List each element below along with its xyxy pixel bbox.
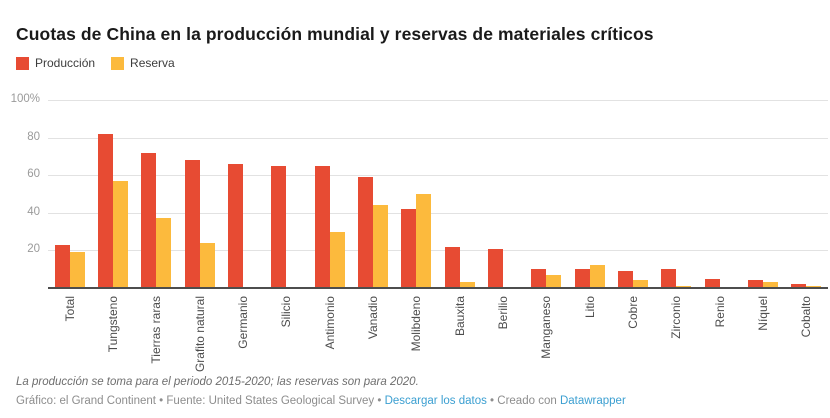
bar-group-niquel [741, 100, 784, 288]
bar-produccion-tierras-raras[interactable] [141, 152, 157, 288]
bar-produccion-tungsteno[interactable] [97, 133, 113, 288]
footnote: La producción se toma para el periodo 20… [16, 376, 419, 388]
bar-group-silicio [265, 100, 308, 288]
bar-produccion-renio[interactable] [704, 278, 720, 288]
bar-produccion-total[interactable] [54, 244, 70, 288]
x-axis-label-zirconio: Zirconio [669, 296, 684, 339]
y-axis-tick-label: 80 [27, 130, 40, 143]
y-axis-tick-label: 40 [27, 205, 40, 218]
bar-group-grafito-natural [178, 100, 221, 288]
bar-reserva-molibdeno[interactable] [416, 194, 432, 288]
bar-produccion-antimonio[interactable] [314, 165, 330, 288]
bar-reserva-cobre[interactable] [632, 280, 648, 288]
y-axis-tick-label: 20 [27, 243, 40, 256]
bars-row [48, 100, 828, 288]
byline-text-mid: • Creado con [486, 395, 560, 407]
bar-reserva-vanadio[interactable] [372, 205, 388, 288]
bar-reserva-tierras-raras[interactable] [156, 218, 172, 288]
bar-group-molibdeno [395, 100, 438, 288]
x-axis-label-germanio: Germanio [235, 296, 250, 349]
gridline-40 [48, 212, 828, 214]
gridline-100 [48, 100, 828, 101]
bar-reserva-tungsteno[interactable] [112, 180, 128, 288]
legend-item-reserva: Reserva [111, 56, 175, 70]
x-axis-label-bauxita: Bauxita [452, 296, 467, 337]
bar-produccion-molibdeno[interactable] [401, 209, 417, 288]
bar-group-bauxita [438, 100, 481, 288]
bar-reserva-niquel[interactable] [762, 282, 778, 288]
x-axis-label-total: Total [62, 296, 77, 322]
bar-group-cobre [611, 100, 654, 288]
bar-produccion-germanio[interactable] [227, 163, 243, 288]
bar-reserva-total[interactable] [69, 252, 85, 288]
chart-title: Cuotas de China en la producción mundial… [16, 24, 654, 44]
x-axis-label-renio: Renio [712, 296, 727, 328]
bar-produccion-grafito-natural[interactable] [184, 160, 200, 288]
datawrapper-link[interactable]: Datawrapper [559, 395, 626, 407]
bar-group-antimonio [308, 100, 351, 288]
bar-reserva-antimonio[interactable] [329, 231, 345, 288]
bar-produccion-cobre[interactable] [617, 271, 633, 288]
bar-reserva-manganeso[interactable] [546, 274, 562, 288]
bar-produccion-cobalto[interactable] [791, 284, 807, 288]
bar-group-cobalto [785, 100, 828, 288]
x-axis-label-grafito-natural: Grafito natural [192, 296, 207, 373]
bar-produccion-litio[interactable] [574, 269, 590, 288]
bar-group-tungsteno [91, 100, 134, 288]
bar-produccion-silicio[interactable] [271, 165, 287, 288]
gridline-60 [48, 175, 828, 177]
x-axis-label-vanadio: Vanadio [365, 296, 380, 340]
bar-group-zirconio [655, 100, 698, 288]
x-axis-label-antimonio: Antimonio [322, 296, 337, 350]
bar-group-renio [698, 100, 741, 288]
x-axis-label-cobre: Cobre [625, 296, 640, 329]
byline-text: Gráfico: el Grand Continent • Fuente: Un… [16, 395, 385, 407]
plot-area [48, 100, 828, 289]
bar-produccion-manganeso[interactable] [531, 269, 547, 288]
legend: Producción Reserva [16, 56, 175, 70]
bar-group-germanio [221, 100, 264, 288]
bar-group-vanadio [351, 100, 394, 288]
x-axis-label-berilio: Berilio [495, 296, 510, 330]
bar-produccion-vanadio[interactable] [357, 177, 373, 288]
gridline-20 [48, 250, 828, 252]
x-axis-label-niquel: Níquel [755, 296, 770, 331]
x-axis-label-tierras-raras: Tierras raras [149, 296, 164, 364]
legend-label-produccion: Producción [35, 56, 96, 70]
x-axis-label-manganeso: Manganeso [539, 296, 554, 359]
y-axis-tick-label: 60 [27, 168, 40, 181]
bar-produccion-niquel[interactable] [747, 280, 763, 288]
bar-reserva-bauxita[interactable] [459, 282, 475, 288]
legend-swatch-reserva-icon [111, 56, 125, 70]
bar-produccion-berilio[interactable] [487, 248, 503, 288]
x-axis-line [48, 287, 828, 289]
bar-reserva-grafito-natural[interactable] [199, 242, 215, 288]
x-axis-label-cobalto: Cobalto [799, 296, 814, 338]
gridline-80 [48, 137, 828, 139]
x-axis-label-litio: Litio [582, 296, 597, 319]
legend-label-reserva: Reserva [130, 56, 175, 70]
bar-produccion-zirconio[interactable] [661, 269, 677, 288]
legend-swatch-produccion-icon [16, 56, 29, 70]
y-axis-tick-label: 100% [10, 93, 40, 105]
x-axis-label-silicio: Silicio [279, 296, 294, 328]
bar-produccion-bauxita[interactable] [444, 246, 460, 288]
x-axis-label-molibdeno: Molibdeno [409, 296, 424, 352]
bar-group-manganeso [525, 100, 568, 288]
byline: Gráfico: el Grand Continent • Fuente: Un… [16, 395, 626, 407]
bar-group-tierras-raras [135, 100, 178, 288]
x-labels-row: Total Tungsteno Tierras raras Grafito natur… [48, 296, 828, 378]
bar-group-berilio [481, 100, 524, 288]
legend-item-produccion: Producción [16, 56, 95, 70]
bar-group-litio [568, 100, 611, 288]
download-data-link[interactable]: Descargar los datos [384, 395, 487, 407]
bar-group-total [48, 100, 91, 288]
bar-reserva-litio[interactable] [589, 265, 605, 288]
x-axis-label-tungsteno: Tungsteno [105, 296, 120, 353]
